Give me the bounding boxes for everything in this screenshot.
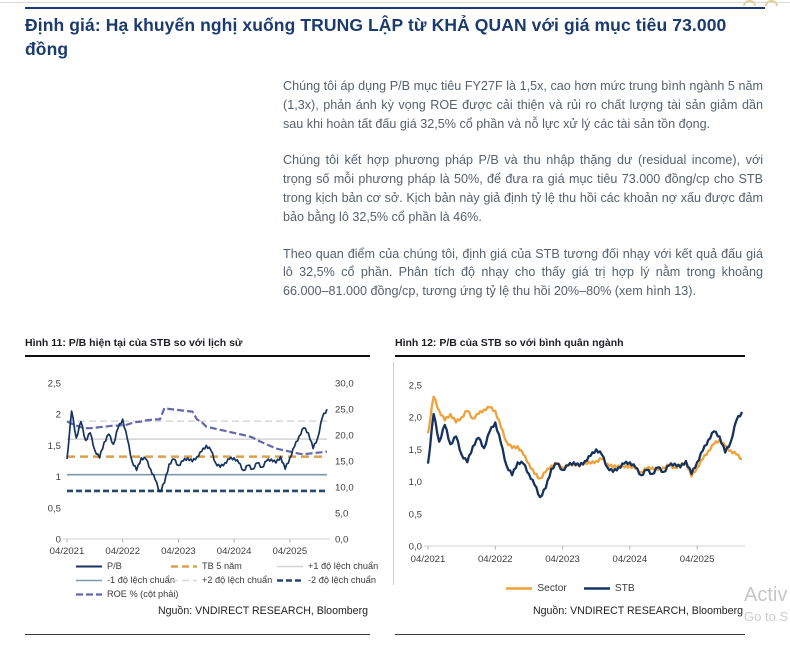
legend-label: TB 5 năm (202, 561, 242, 571)
svg-text:04/2023: 04/2023 (161, 546, 196, 557)
legend-label: Sector (537, 583, 567, 594)
legend-swatch (76, 579, 102, 581)
watermark-line1: Activ (744, 584, 788, 606)
figure-11: Hình 11: P/B hiện tại của STB so với lịc… (25, 337, 378, 648)
svg-text:04/2024: 04/2024 (613, 554, 648, 565)
figure-12: Hình 12: P/B của STB so với bình quân ng… (393, 337, 745, 648)
svg-text:5,0: 5,0 (335, 509, 348, 520)
legend-item: P/B (75, 561, 170, 571)
svg-text:1,0: 1,0 (409, 477, 422, 488)
legend-swatch (171, 579, 197, 581)
figure-11-legend: P/B TB 5 năm +1 độ lệch chuẩn -1 độ lệch ch… (75, 561, 378, 599)
svg-text:2: 2 (56, 410, 61, 421)
legend-swatch (76, 565, 102, 567)
figure-11-bottom-rule (25, 634, 370, 635)
legend-item: ROE % (cột phải) (75, 589, 178, 599)
svg-text:2,0: 2,0 (409, 413, 422, 424)
watermark-line2: Go to S (744, 609, 789, 624)
svg-text:1,5: 1,5 (409, 445, 422, 456)
svg-text:30,0: 30,0 (335, 379, 354, 390)
svg-text:04/2021: 04/2021 (50, 546, 85, 557)
body-text-column: Chúng tôi áp dụng P/B mục tiêu FY27F là … (283, 77, 763, 319)
legend-label: -1 độ lệch chuẩn (107, 575, 175, 585)
figure-12-bottom-rule (395, 634, 745, 635)
svg-text:0,0: 0,0 (409, 542, 422, 553)
svg-text:04/2025: 04/2025 (273, 546, 308, 557)
legend-label: P/B (107, 561, 122, 571)
svg-text:0,5: 0,5 (409, 509, 422, 520)
svg-text:2,5: 2,5 (48, 379, 61, 390)
page-title: Định giá: Hạ khuyến nghị xuống TRUNG LẬP… (25, 15, 727, 60)
legend-label: STB (614, 583, 635, 594)
svg-text:0: 0 (56, 535, 61, 546)
page-top-divider (0, 2, 790, 3)
cropped-artifact (743, 0, 778, 6)
svg-text:04/2022: 04/2022 (478, 554, 513, 565)
paragraph-target-price: Chúng tôi kết hợp phương pháp P/B và thu… (283, 153, 763, 224)
figure-divider (393, 362, 394, 585)
legend-item: Sector (505, 583, 567, 594)
svg-text:0,5: 0,5 (48, 503, 61, 514)
legend-item: TB 5 năm (170, 561, 276, 571)
paragraph-valuation-pb: Chúng tôi áp dụng P/B mục tiêu FY27F là … (283, 79, 763, 131)
legend-item: -2 độ lệch chuẩn (276, 575, 378, 585)
legend-swatch (277, 565, 303, 567)
legend-item: +2 độ lệch chuẩn (170, 575, 276, 585)
pb-sector-comparison-chart: 0,0 0,5 1,0 1,5 2,0 2,5 04/2021 04/2022 04/2023 0… (409, 381, 745, 565)
legend-swatch (76, 592, 102, 596)
paragraph-sensitivity: Theo quan điểm của chúng tôi, định giá c… (283, 246, 763, 299)
legend-swatch (171, 564, 197, 568)
legend-item: STB (583, 583, 635, 594)
legend-item: -1 độ lệch chuẩn (75, 575, 175, 585)
svg-text:04/2023: 04/2023 (545, 554, 580, 565)
svg-text:25,0: 25,0 (335, 405, 354, 416)
svg-text:04/2021: 04/2021 (411, 554, 446, 565)
legend-swatch (277, 578, 303, 582)
legend-label: +2 độ lệch chuẩn (202, 575, 273, 585)
legend-label: -2 độ lệch chuẩn (308, 575, 376, 585)
svg-text:20,0: 20,0 (335, 431, 354, 442)
svg-text:1,5: 1,5 (48, 441, 61, 452)
figure-12-legend: Sector STB (395, 583, 745, 594)
figure-11-caption: Hình 11: P/B hiện tại của STB so với lịc… (25, 337, 370, 357)
svg-text:15,0: 15,0 (335, 457, 354, 468)
activation-watermark: Activ Go to S (744, 584, 790, 625)
legend-item: +1 độ lệch chuẩn (276, 561, 378, 571)
figure-12-caption: Hình 12: P/B của STB so với bình quân ng… (395, 337, 745, 357)
figure-12-source: Nguồn: VNDIRECT RESEARCH, Bloomberg (533, 605, 743, 617)
svg-text:04/2025: 04/2025 (680, 554, 715, 565)
legend-swatch (506, 587, 533, 590)
svg-text:04/2024: 04/2024 (217, 546, 252, 557)
title-rule (25, 7, 765, 9)
pb-history-chart: 0 0,5 1 1,5 2 2,5 0,0 5,0 10,0 15,0 20,0 25,0 30,0 04… (48, 379, 354, 558)
svg-text:1: 1 (56, 472, 61, 483)
legend-swatch (583, 587, 610, 590)
svg-text:0,0: 0,0 (335, 535, 348, 546)
svg-text:10,0: 10,0 (335, 483, 354, 494)
svg-text:2,5: 2,5 (409, 381, 422, 392)
svg-text:04/2022: 04/2022 (105, 546, 140, 557)
legend-label: +1 độ lệch chuẩn (308, 561, 379, 571)
legend-label: ROE % (cột phải) (107, 589, 179, 599)
figure-11-source: Nguồn: VNDIRECT RESEARCH, Bloomberg (158, 605, 368, 617)
